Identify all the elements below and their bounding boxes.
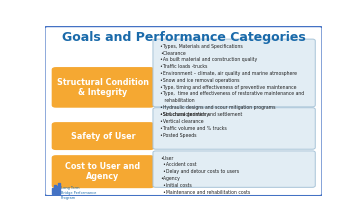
Text: Long Term
Bridge Performance
Program: Long Term Bridge Performance Program: [61, 187, 96, 200]
Text: Cost to User and
Agency: Cost to User and Agency: [66, 162, 141, 181]
Bar: [56, 187, 58, 194]
Text: •User
  •Accident cost
  •Delay and detour costs to users
•Agency
  •Initial cos: •User •Accident cost •Delay and detour c…: [160, 156, 250, 195]
FancyBboxPatch shape: [153, 108, 315, 149]
Text: •Structural geometry
•Vertical clearance
•Traffic volume and % trucks
•Posted Sp: •Structural geometry •Vertical clearance…: [160, 112, 227, 138]
FancyBboxPatch shape: [52, 67, 154, 108]
FancyBboxPatch shape: [153, 39, 315, 107]
FancyBboxPatch shape: [52, 122, 154, 150]
Text: Goals and Performance Categories: Goals and Performance Categories: [62, 31, 305, 44]
Bar: [52, 188, 53, 194]
Text: •Types, Materials and Specifications
•Clearance
•As built material and construct: •Types, Materials and Specifications •Cl…: [160, 44, 304, 117]
FancyBboxPatch shape: [45, 26, 322, 196]
Bar: [54, 185, 55, 194]
FancyBboxPatch shape: [52, 155, 154, 188]
Text: Safety of User: Safety of User: [71, 132, 135, 141]
Text: Structural Condition
& Integrity: Structural Condition & Integrity: [57, 78, 149, 97]
Bar: [58, 183, 60, 194]
FancyBboxPatch shape: [153, 151, 315, 187]
